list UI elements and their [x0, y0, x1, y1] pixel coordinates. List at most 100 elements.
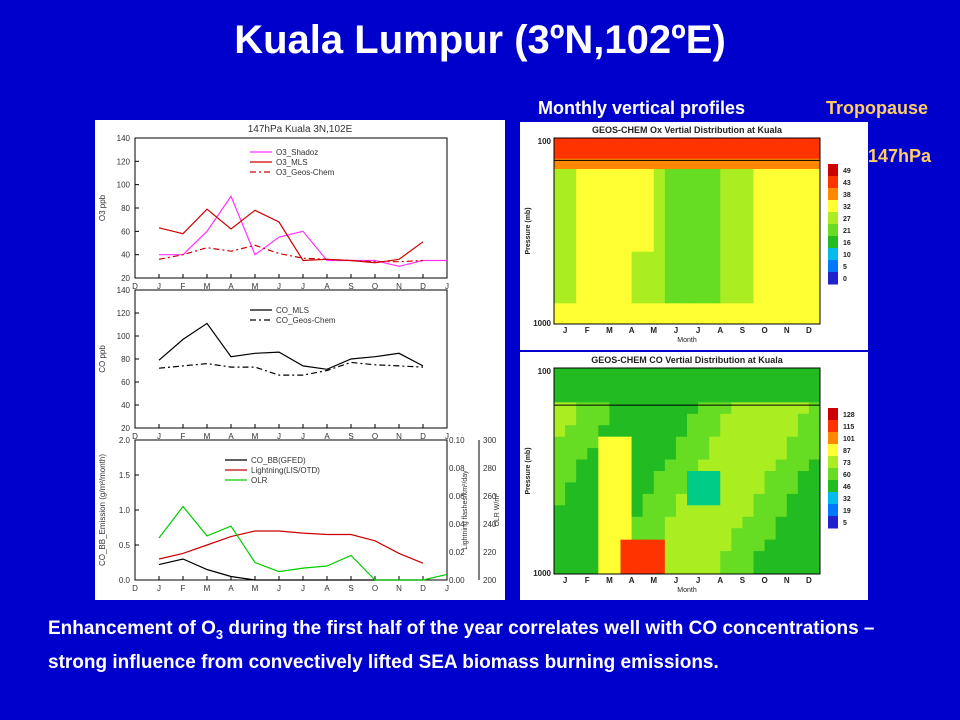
heatmap-cell: [675, 303, 688, 315]
heatmap-cell: [675, 148, 688, 160]
heatmap-cell: [598, 293, 610, 304]
heatmap-cell: [598, 471, 610, 483]
heatmap-cell: [775, 210, 788, 222]
heatmap-cell: [631, 241, 644, 253]
heatmap-cell: [709, 169, 721, 180]
heatmap-cell: [764, 272, 777, 284]
heatmap-cell: [620, 539, 633, 552]
heatmap-cell: [554, 169, 566, 180]
heatmap-cell: [720, 231, 732, 242]
heatmap-cell: [598, 482, 610, 495]
heatmap-cell: [598, 551, 610, 564]
x-tick-label: O: [761, 326, 767, 335]
heatmap-cell: [775, 189, 788, 201]
heatmap-cell: [786, 448, 799, 461]
heatmap-cell: [742, 448, 754, 461]
heatmap-cell: [587, 505, 599, 518]
heatmap-cell: [786, 272, 799, 284]
heatmap-cell: [675, 390, 688, 403]
heatmap-cell: [598, 539, 610, 552]
heatmap-cell: [675, 551, 688, 564]
heatmap-cell: [609, 138, 621, 149]
heatmap-cell: [609, 551, 621, 564]
heatmap-cell: [742, 313, 754, 325]
colorbar-segment: [828, 224, 838, 237]
heatmap-cell: [587, 313, 599, 325]
heatmap-cell: [720, 251, 732, 263]
heatmap-cell: [631, 390, 644, 403]
y2-tick-label: 0.08: [449, 464, 465, 473]
heatmap-cell: [631, 448, 644, 461]
legend-label: O3_Geos-Chem: [276, 168, 335, 177]
heatmap-cell: [731, 402, 743, 415]
heatmap-cell: [742, 220, 754, 232]
heatmap-cell: [598, 272, 610, 284]
x-tick-label: M: [204, 432, 211, 441]
heatmap-cell: [587, 425, 599, 438]
heatmap-cell: [753, 262, 766, 273]
heatmap-cell: [554, 241, 566, 253]
heatmap-cell: [808, 379, 821, 392]
heatmap-cell: [609, 436, 621, 449]
heatmap-cell: [687, 505, 699, 518]
colorbar-segment: [828, 456, 838, 469]
heatmap-cell: [720, 241, 732, 253]
heatmap-cell: [609, 448, 621, 461]
heatmap-cell: [775, 516, 788, 529]
heatmap-cell: [775, 293, 788, 304]
x-tick-label: F: [585, 576, 590, 585]
heatmap-cell: [808, 282, 821, 294]
heatmap-cell: [620, 368, 633, 380]
heatmap-cell: [808, 189, 821, 201]
heatmap-cell: [631, 158, 644, 170]
heatmap-cell: [698, 313, 710, 325]
heatmap-cell: [786, 482, 799, 495]
heatmap-cell: [698, 262, 710, 273]
heatmap-cell: [731, 448, 743, 461]
heatmap-cell: [753, 148, 766, 160]
series-line: [158, 322, 424, 370]
heatmap-cell: [808, 402, 821, 415]
heatmap-cell: [587, 272, 599, 284]
heatmap-cell: [764, 493, 777, 506]
heatmap-cell: [720, 390, 732, 403]
heatmap-cell: [620, 448, 633, 461]
heatmap-cell: [786, 293, 799, 304]
colorbar-label: 43: [843, 180, 851, 187]
heatmap-cell: [664, 539, 677, 552]
heatmap-cell: [653, 148, 666, 160]
heatmap-cell: [576, 516, 588, 529]
heatmap-cell: [687, 272, 699, 284]
heatmap-cell: [653, 562, 666, 575]
heatmap-cell: [786, 189, 799, 201]
heatmap-cell: [576, 482, 588, 495]
x-tick-label: J: [301, 432, 305, 441]
y-axis-label: Pressure (mb): [525, 207, 532, 254]
heatmap-cell: [587, 471, 599, 483]
hpa-label: 147hPa: [868, 146, 932, 166]
heatmap-cell: [598, 368, 610, 380]
heatmap-cell: [653, 413, 666, 426]
heatmap-cell: [731, 293, 743, 304]
heatmap-cell: [642, 303, 655, 315]
heatmap-cell: [687, 448, 699, 461]
x-tick-label: J: [674, 326, 678, 335]
heatmap-cell: [554, 448, 566, 461]
heatmap-cell: [698, 436, 710, 449]
heatmap-cell: [554, 459, 566, 472]
heatmap-cell: [598, 282, 610, 294]
heatmap-cell: [720, 282, 732, 294]
heatmap-cell: [664, 200, 677, 211]
series-line: [158, 244, 424, 263]
heatmap-cell: [720, 189, 732, 201]
x-tick-label: A: [228, 584, 234, 593]
heatmap-cell: [731, 231, 743, 242]
heatmap-cell: [653, 402, 666, 415]
heatmap-cell: [687, 303, 699, 315]
heatmap-cell: [709, 539, 721, 552]
heatmap-cell: [642, 482, 655, 495]
x-tick-label: J: [674, 576, 678, 585]
heatmap-cell: [797, 390, 810, 403]
heatmap-cell: [720, 425, 732, 438]
heatmap-cell: [554, 179, 566, 191]
